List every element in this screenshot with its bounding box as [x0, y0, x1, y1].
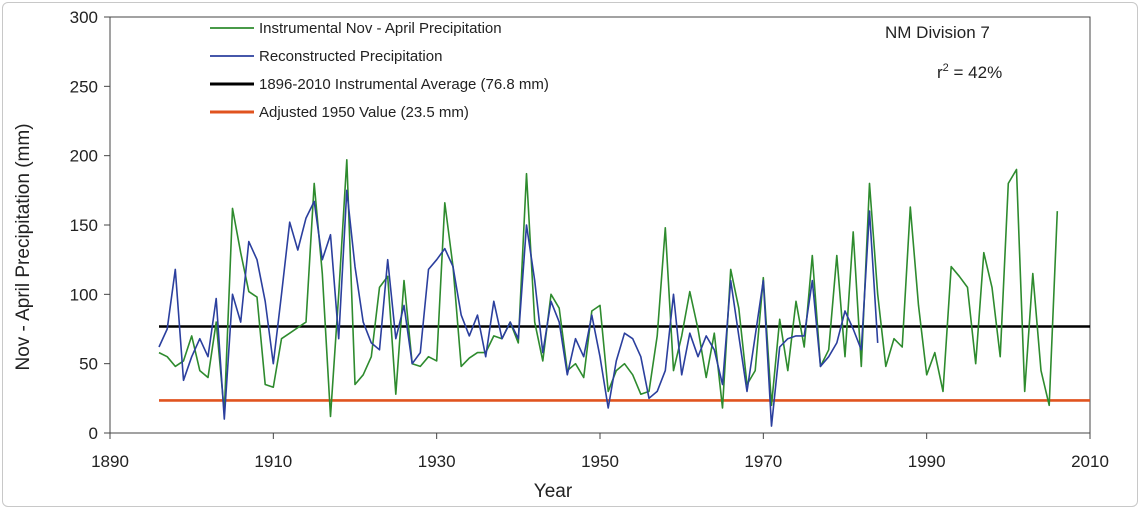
x-tick-label: 1950	[581, 452, 619, 471]
plot-area	[109, 16, 1091, 434]
legend-item-reconstructed: Reconstructed Precipitation	[210, 48, 442, 65]
x-tick-label: 1990	[908, 452, 946, 471]
y-axis: 0 50 100 150 200 250 300	[70, 8, 110, 443]
y-tick-label: 50	[79, 355, 98, 374]
legend: Instrumental Nov - April Precipitation Re…	[210, 20, 549, 121]
plot-border	[109, 16, 1091, 434]
reconstructed-series-line	[158, 189, 879, 427]
r-squared-label: r2 = 42%	[937, 62, 1002, 82]
legend-label: Reconstructed Precipitation	[259, 48, 442, 65]
legend-label: Adjusted 1950 Value (23.5 mm)	[259, 104, 469, 121]
legend-item-adjusted: Adjusted 1950 Value (23.5 mm)	[210, 104, 469, 121]
legend-label: Instrumental Nov - April Precipitation	[259, 20, 502, 37]
legend-label: 1896-2010 Instrumental Average (76.8 mm)	[259, 76, 549, 93]
legend-item-instrumental: Instrumental Nov - April Precipitation	[210, 20, 502, 37]
y-tick-label: 0	[89, 424, 98, 443]
legend-item-average: 1896-2010 Instrumental Average (76.8 mm)	[210, 76, 549, 93]
x-tick-label: 1890	[91, 452, 129, 471]
y-tick-label: 200	[70, 147, 98, 166]
y-tick-label: 150	[70, 216, 98, 235]
x-tick-label: 1910	[254, 452, 292, 471]
division-label: NM Division 7	[885, 23, 990, 42]
x-axis: 1890 1910 1930 1950 1970 1990 2010	[91, 433, 1109, 471]
x-tick-label: 1930	[418, 452, 456, 471]
y-tick-label: 100	[70, 285, 98, 304]
y-tick-label: 250	[70, 77, 98, 96]
y-axis-title: Nov - April Precipitation (mm)	[13, 123, 34, 370]
y-tick-label: 300	[70, 8, 98, 27]
x-tick-label: 2010	[1071, 452, 1109, 471]
x-axis-title: Year	[534, 481, 573, 502]
x-tick-label: 1970	[744, 452, 782, 471]
instrumental-series-line	[158, 159, 1059, 418]
series-layer	[158, 159, 1090, 427]
